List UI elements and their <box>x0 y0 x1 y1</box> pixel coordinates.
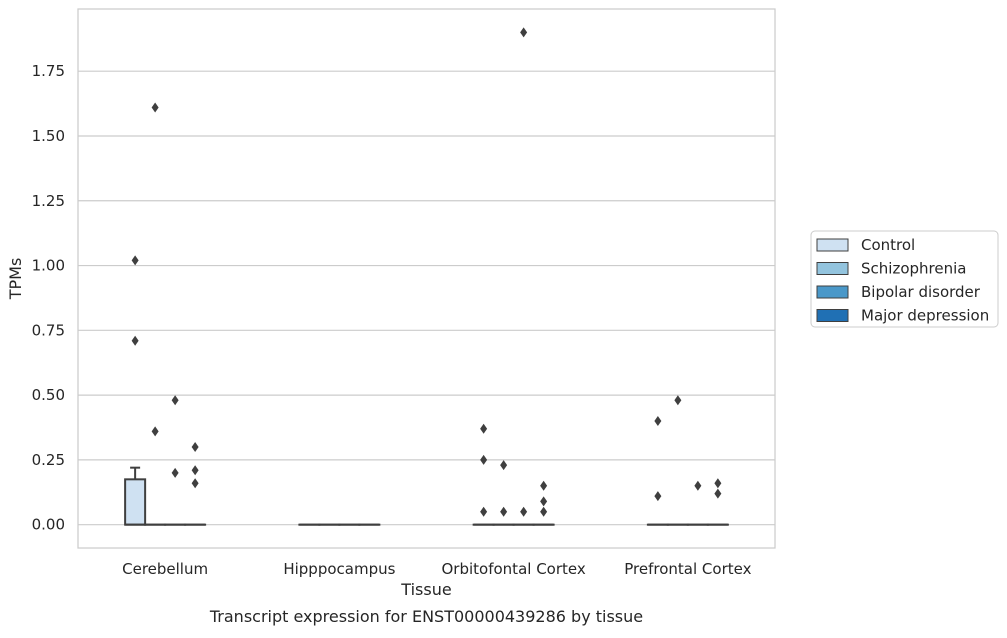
legend-swatch <box>817 286 848 298</box>
outlier-point <box>540 507 547 517</box>
x-tick-labels: Cerebellum Hipppocampus Orbitofontal Corte… <box>122 560 751 578</box>
y-tick-label: 0.50 <box>32 386 65 404</box>
outlier-point <box>500 460 507 470</box>
legend-swatch <box>817 310 848 322</box>
outlier-point <box>480 455 487 465</box>
legend-swatch <box>817 263 848 275</box>
outlier-point <box>192 442 199 452</box>
outlier-point <box>714 489 721 499</box>
x-tick-label: Prefrontal Cortex <box>624 560 751 578</box>
legend: Control Schizophrenia Bipolar disorder Majo… <box>811 231 998 327</box>
outlier-point <box>714 478 721 488</box>
boxes-layer <box>125 468 728 525</box>
outlier-point <box>694 481 701 491</box>
outlier-point <box>152 426 159 436</box>
outlier-point <box>654 416 661 426</box>
x-tick-label: Hipppocampus <box>283 560 395 578</box>
outlier-point <box>172 395 179 405</box>
outlier-point <box>480 507 487 517</box>
legend-label: Schizophrenia <box>861 260 966 278</box>
box <box>125 479 145 524</box>
legend-label: Major depression <box>861 307 989 325</box>
outlier-point <box>192 478 199 488</box>
legend-label: Control <box>861 236 915 254</box>
outlier-point <box>192 465 199 475</box>
outlier-point <box>654 491 661 501</box>
y-tick-label: 0.25 <box>32 451 65 469</box>
chart-title: Transcript expression for ENST0000043928… <box>209 607 643 626</box>
outlier-point <box>132 255 139 265</box>
y-tick-label: 0.00 <box>32 516 65 534</box>
outliers-layer <box>132 27 722 516</box>
y-tick-labels: 0.00 0.25 0.50 0.75 1.00 1.25 1.50 1.75 <box>32 62 65 533</box>
outlier-point <box>540 496 547 506</box>
outlier-point <box>540 481 547 491</box>
y-tick-label: 0.75 <box>32 321 65 339</box>
y-tick-label: 1.75 <box>32 62 65 80</box>
plot-frame <box>78 9 775 548</box>
outlier-point <box>132 336 139 346</box>
outlier-point <box>500 507 507 517</box>
x-tick-label: Cerebellum <box>122 560 208 578</box>
outlier-point <box>520 507 527 517</box>
grid-layer <box>78 71 775 524</box>
legend-label: Bipolar disorder <box>861 283 981 301</box>
outlier-point <box>520 27 527 37</box>
outlier-point <box>172 468 179 478</box>
y-tick-label: 1.50 <box>32 127 65 145</box>
outlier-point <box>674 395 681 405</box>
legend-swatch <box>817 239 848 251</box>
x-axis-title: Tissue <box>400 580 451 599</box>
outlier-point <box>152 102 159 112</box>
x-tick-label: Orbitofontal Cortex <box>442 560 586 578</box>
y-axis-title: TPMs <box>6 258 25 301</box>
outlier-point <box>480 424 487 434</box>
y-tick-label: 1.00 <box>32 257 65 275</box>
y-tick-label: 1.25 <box>32 192 65 210</box>
